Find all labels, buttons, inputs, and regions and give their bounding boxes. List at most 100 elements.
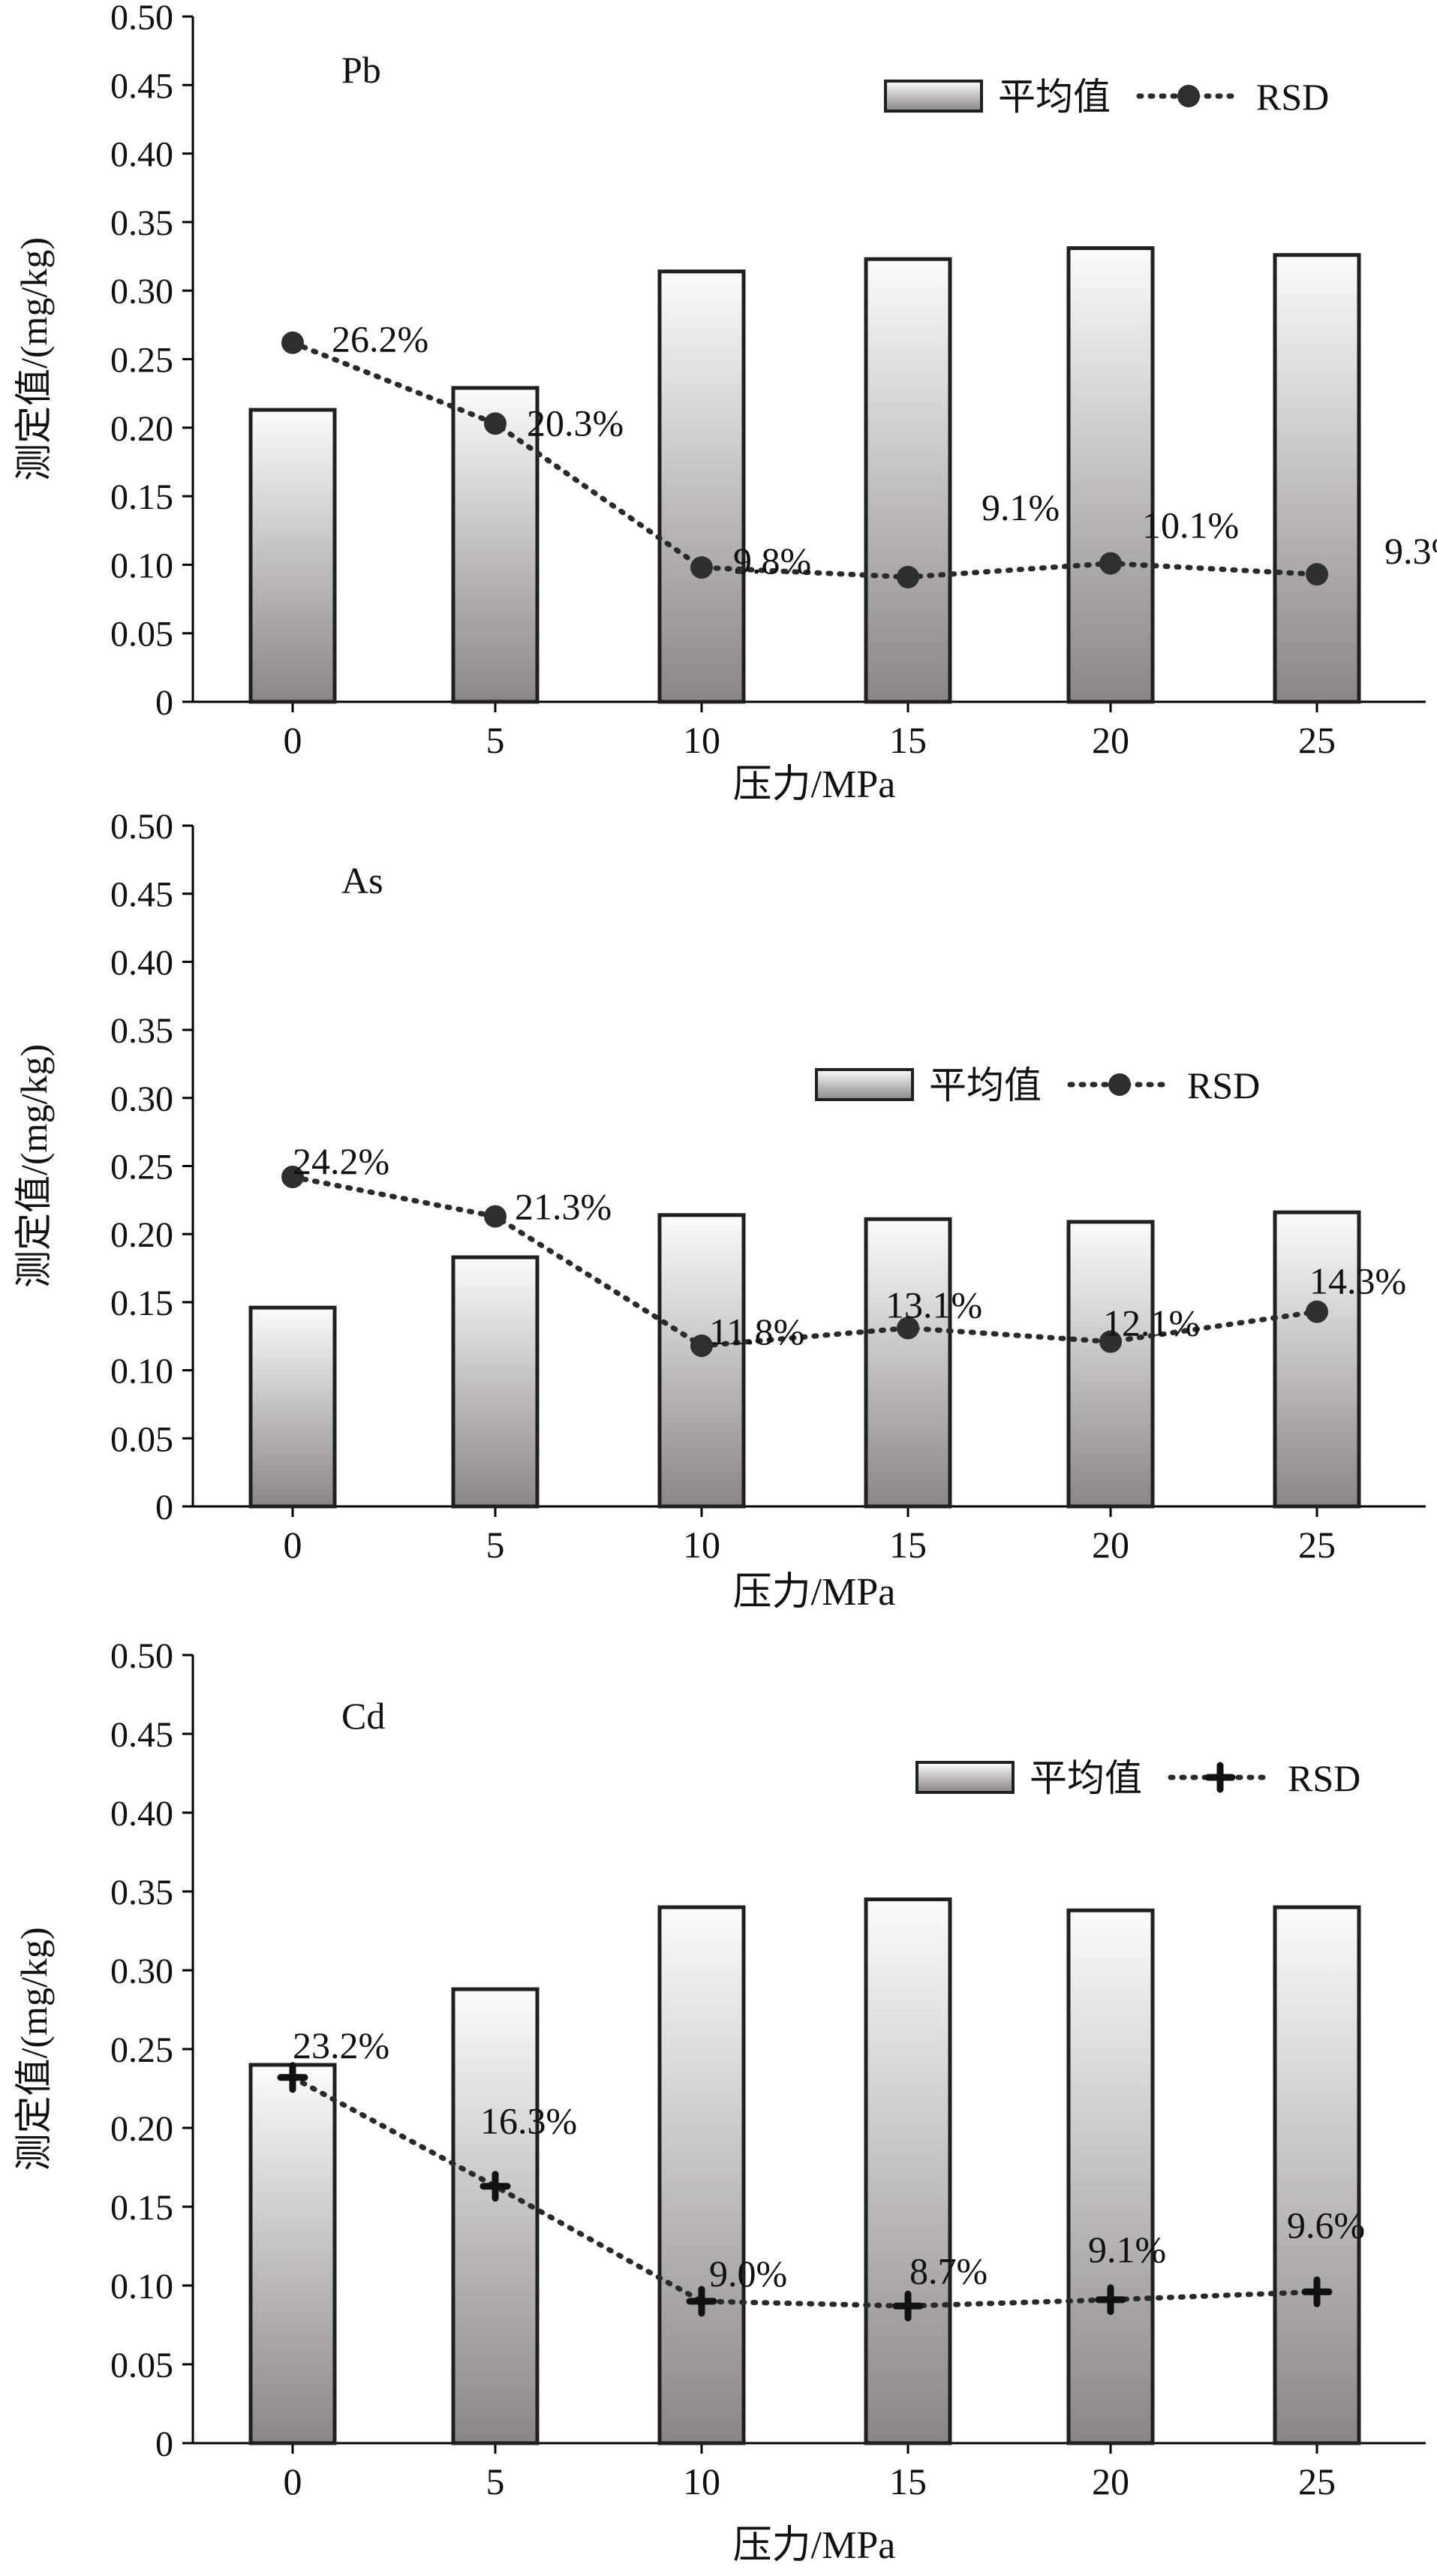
rsd-data-label: 10.1% [1142, 504, 1239, 546]
bar [657, 1213, 746, 1509]
legend-line-label: RSD [1288, 1757, 1360, 1799]
y-tick-label: 0.10 [110, 546, 173, 585]
y-tick-label: 0.50 [110, 807, 173, 847]
y-tick-label: 0.35 [110, 1011, 173, 1051]
bar [657, 1905, 746, 2445]
rsd-marker [281, 1166, 304, 1189]
y-tick-label: 0.05 [110, 1419, 173, 1459]
rsd-marker [1306, 1300, 1328, 1323]
rsd-data-label: 21.3% [515, 1186, 612, 1228]
legend-marker [1177, 85, 1200, 107]
x-tick-label: 15 [889, 2460, 927, 2502]
y-tick-label: 0.05 [110, 615, 173, 655]
y-tick-label: 0.15 [110, 2188, 173, 2228]
x-tick-label: 0 [284, 719, 302, 761]
x-tick-label: 15 [889, 719, 927, 761]
rsd-data-label: 23.2% [293, 2024, 389, 2066]
y-tick-label: 0.35 [110, 203, 173, 243]
legend-bar-swatch [884, 80, 983, 113]
y-tick-label: 0.05 [110, 2346, 173, 2385]
panel-title: Pb [341, 49, 381, 91]
chart-panel-as: 0 0.05 0.10 0.15 0.20 0.25 0.30 0.35 0.40 0.45 0.5… [13, 807, 1426, 1614]
rsd-marker [686, 2286, 717, 2317]
bar [1066, 246, 1155, 704]
rsd-marker [1301, 2276, 1333, 2307]
legend-marker [1204, 1762, 1236, 1793]
bar [451, 1255, 540, 1509]
rsd-line [290, 2075, 1320, 2309]
bar [864, 1897, 952, 2445]
y-tick-label: 0.25 [110, 341, 173, 381]
y-tick-label: 0.25 [110, 2030, 173, 2070]
rsd-line [290, 340, 1320, 580]
panel-title: Cd [341, 1695, 385, 1737]
rsd-marker [897, 1317, 919, 1340]
y-tick-label: 0.30 [110, 1952, 173, 1991]
rsd-data-label: 20.3% [527, 402, 624, 444]
y-axis-label: 测定值/(mg/kg) [13, 1044, 55, 1288]
rsd-marker [1099, 1330, 1122, 1353]
y-tick-label: 0.20 [110, 2109, 173, 2149]
y-tick-label: 0.45 [110, 875, 173, 915]
rsd-data-label: 9.1% [982, 486, 1060, 528]
y-tick-label: 0.40 [110, 943, 173, 983]
y-tick-label: 0.40 [110, 135, 173, 175]
x-tick-label: 0 [284, 2460, 302, 2502]
bar [248, 408, 337, 704]
bar [248, 2063, 337, 2445]
x-tick-label: 20 [1092, 719, 1129, 761]
bar [1273, 1210, 1361, 1509]
y-tick-label: 0.20 [110, 409, 173, 449]
rsd-data-label: 9.1% [1088, 2228, 1166, 2271]
x-tick-label: 0 [284, 1524, 302, 1566]
bar [864, 1217, 952, 1509]
rsd-marker [897, 565, 919, 588]
bar [1066, 1908, 1155, 2445]
x-tick-label: 5 [486, 719, 505, 761]
legend-marker [1108, 1073, 1131, 1096]
bar [864, 257, 952, 704]
y-tick-label: 0 [155, 1488, 173, 1527]
y-tick-label: 0.40 [110, 1794, 173, 1834]
rsd-data-label: 11.8% [709, 1311, 804, 1353]
y-tick-label: 0.30 [110, 1079, 173, 1119]
x-tick-label: 5 [486, 1524, 505, 1566]
x-tick-label: 10 [683, 2460, 720, 2502]
rsd-marker [1099, 552, 1122, 575]
rsd-marker [281, 331, 304, 354]
legend-bar-label: 平均值 [929, 1064, 1042, 1106]
y-tick-label: 0.15 [110, 1283, 173, 1323]
x-tick-label: 25 [1298, 2460, 1336, 2502]
bar [1273, 1905, 1361, 2445]
bar [451, 386, 540, 704]
rsd-marker [690, 556, 713, 579]
panel-title: As [341, 859, 383, 901]
rsd-data-label: 12.1% [1103, 1302, 1200, 1344]
bar [1066, 1220, 1155, 1509]
y-tick-label: 0 [155, 683, 173, 723]
x-tick-label: 5 [486, 2460, 505, 2502]
rsd-data-label: 13.1% [885, 1283, 982, 1326]
rsd-data-label: 8.7% [909, 2249, 988, 2292]
rsd-data-label: 26.2% [332, 318, 428, 360]
bar [451, 1987, 540, 2445]
y-tick-label: 0.45 [110, 1715, 173, 1755]
rsd-marker [484, 412, 507, 435]
x-tick-label: 25 [1298, 1524, 1336, 1566]
rsd-marker [690, 1334, 713, 1357]
rsd-data-label: 9.6% [1287, 2204, 1365, 2246]
x-axis-label: 压力/MPa [733, 763, 896, 806]
rsd-data-label: 9.3% [1384, 530, 1437, 572]
rsd-marker [484, 1205, 507, 1228]
rsd-data-label: 24.2% [293, 1140, 389, 1182]
x-tick-label: 25 [1298, 719, 1336, 761]
legend: 平均值 RSD [815, 1064, 1260, 1106]
legend-line-label: RSD [1256, 76, 1329, 118]
x-tick-label: 10 [683, 1524, 720, 1566]
bar [657, 269, 746, 704]
y-axis-label: 测定值/(mg/kg) [13, 1927, 55, 2171]
rsd-marker [480, 2171, 511, 2202]
y-tick-label: 0.45 [110, 66, 173, 106]
legend-bar-swatch [915, 1761, 1015, 1794]
